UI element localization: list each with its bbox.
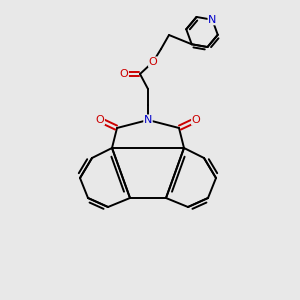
Text: O: O [148, 57, 158, 67]
Text: O: O [192, 115, 200, 125]
Text: O: O [120, 69, 128, 79]
Text: N: N [208, 15, 217, 25]
Text: N: N [144, 115, 152, 125]
Text: O: O [96, 115, 104, 125]
